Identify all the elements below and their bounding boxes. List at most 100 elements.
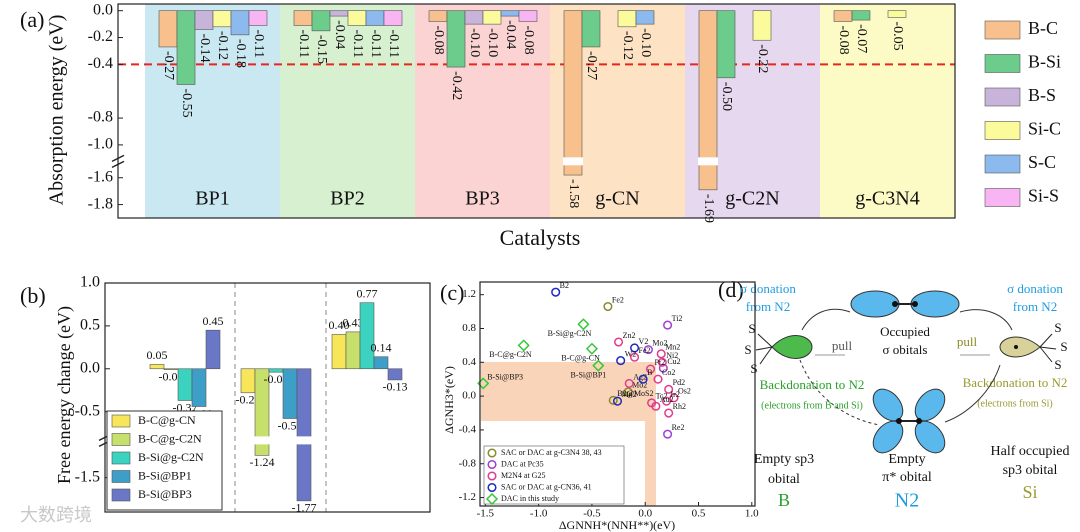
point xyxy=(630,343,640,353)
legend-label: B-C@g-C2N xyxy=(138,431,202,445)
y-axis-title: Absorption energy (eV) xyxy=(46,15,68,206)
diagram: (d) σ donation from N2 σ donation from N… xyxy=(718,277,1069,512)
si-orbital xyxy=(999,333,1057,363)
legend-marker xyxy=(487,471,497,481)
occupied: Occupied xyxy=(880,324,930,339)
value-label: -0.08 xyxy=(521,25,536,54)
backdonation-right: Backdonation to N2 xyxy=(963,375,1068,390)
category-label: g-C3N4 xyxy=(855,188,919,210)
point xyxy=(645,364,656,374)
point-label: Ti2 xyxy=(672,314,683,323)
point xyxy=(603,301,613,312)
point-label: B-Si@BP1 xyxy=(570,371,606,380)
value-label: -1.58 xyxy=(566,179,581,208)
bar xyxy=(716,10,736,79)
point-label: Mo2 xyxy=(632,381,647,390)
y-tick-label: 1.2 xyxy=(462,288,476,300)
legend-box xyxy=(483,445,625,505)
x-tick-label: -0.5 xyxy=(583,508,601,520)
lobe xyxy=(910,290,960,318)
occupied: σ obitals xyxy=(883,342,928,357)
y-tick-label: 0.0 xyxy=(80,359,100,376)
point-label: Mo2 xyxy=(652,338,667,347)
bar xyxy=(500,10,520,17)
bond xyxy=(755,346,773,351)
bar xyxy=(248,10,268,26)
value-label: -0.11 xyxy=(386,29,401,58)
arrow xyxy=(944,364,1001,423)
y-tick-label: 0.8 xyxy=(462,322,476,334)
point-label: Co2 xyxy=(662,368,675,377)
legend-label: B-Si@BP3 xyxy=(138,487,192,501)
value-label: -0.04 xyxy=(264,372,289,386)
y-tick-label: -0.8 xyxy=(88,109,113,126)
point-label: B-Si@BP3 xyxy=(487,372,523,381)
bar xyxy=(149,364,165,370)
legend-label: B-S xyxy=(1028,85,1056,105)
bar xyxy=(191,368,207,407)
point-label: W2 xyxy=(625,349,637,358)
legend-swatch xyxy=(111,433,131,446)
atom xyxy=(896,418,902,424)
value-label: 0.45 xyxy=(203,314,224,328)
plot-frame xyxy=(104,282,431,513)
point-label: Fe2 xyxy=(612,295,624,304)
atom xyxy=(892,301,898,307)
y-tick-label: -1.5 xyxy=(75,468,100,485)
panel-label: (c) xyxy=(440,280,464,305)
watermark: 大数跨境 xyxy=(20,505,92,526)
y-tick-label: -1.6 xyxy=(88,168,113,185)
point xyxy=(643,345,653,355)
bar xyxy=(387,368,403,381)
lobe xyxy=(850,290,900,318)
plot-frame xyxy=(479,281,756,507)
bar xyxy=(383,10,403,26)
value-label: -1.24 xyxy=(250,455,275,469)
point xyxy=(551,287,561,297)
legend-marker xyxy=(487,448,497,458)
y-tick-label: -0.2 xyxy=(88,28,113,45)
point-label: V2 xyxy=(639,337,649,346)
point-label: Mn2 xyxy=(665,343,680,352)
bar xyxy=(833,10,853,22)
point xyxy=(624,378,634,388)
bar xyxy=(563,10,583,176)
sigma-left: from N2 xyxy=(746,299,790,314)
point-label: B2@MoS2 xyxy=(617,389,653,398)
point-label: Pd2 xyxy=(673,378,685,387)
point-label: B-C@g-CN xyxy=(561,354,600,363)
half-sp3: Half occupied xyxy=(991,444,1070,459)
value-label: -0.14 xyxy=(197,33,212,62)
value-label: -0.01 xyxy=(159,369,184,383)
arrow xyxy=(959,309,1013,331)
arrow xyxy=(799,359,881,426)
bar xyxy=(205,329,221,370)
legend-swatch xyxy=(984,121,1021,140)
y-axis-title: ΔGNH3*(eV) xyxy=(442,366,456,434)
s-label: S xyxy=(748,321,755,336)
n2-pi xyxy=(872,388,946,454)
panel-label: (a) xyxy=(20,7,44,32)
bar xyxy=(331,334,347,370)
bar xyxy=(887,10,907,18)
bar xyxy=(851,10,871,21)
point-label: Ni2 xyxy=(666,351,678,360)
category-label: g-C2N xyxy=(725,188,779,210)
y-tick-label: 0.5 xyxy=(80,317,100,334)
sigma-left: σ donation xyxy=(740,281,796,296)
axis-break-mark xyxy=(111,160,125,168)
value-label: -0.10 xyxy=(638,28,653,57)
legend-marker xyxy=(485,492,499,506)
legend-label: S-C xyxy=(1028,152,1056,172)
axis-break xyxy=(296,436,312,445)
point xyxy=(661,396,672,406)
value-label: -0.15 xyxy=(314,35,329,64)
atom xyxy=(916,418,922,424)
y-tick-label: -0.4 xyxy=(88,55,113,72)
legend-swatch xyxy=(111,414,131,428)
value-label: -0.05 xyxy=(890,21,905,50)
point xyxy=(577,318,590,331)
point-label: Os2 xyxy=(678,387,691,396)
bond xyxy=(759,346,773,365)
